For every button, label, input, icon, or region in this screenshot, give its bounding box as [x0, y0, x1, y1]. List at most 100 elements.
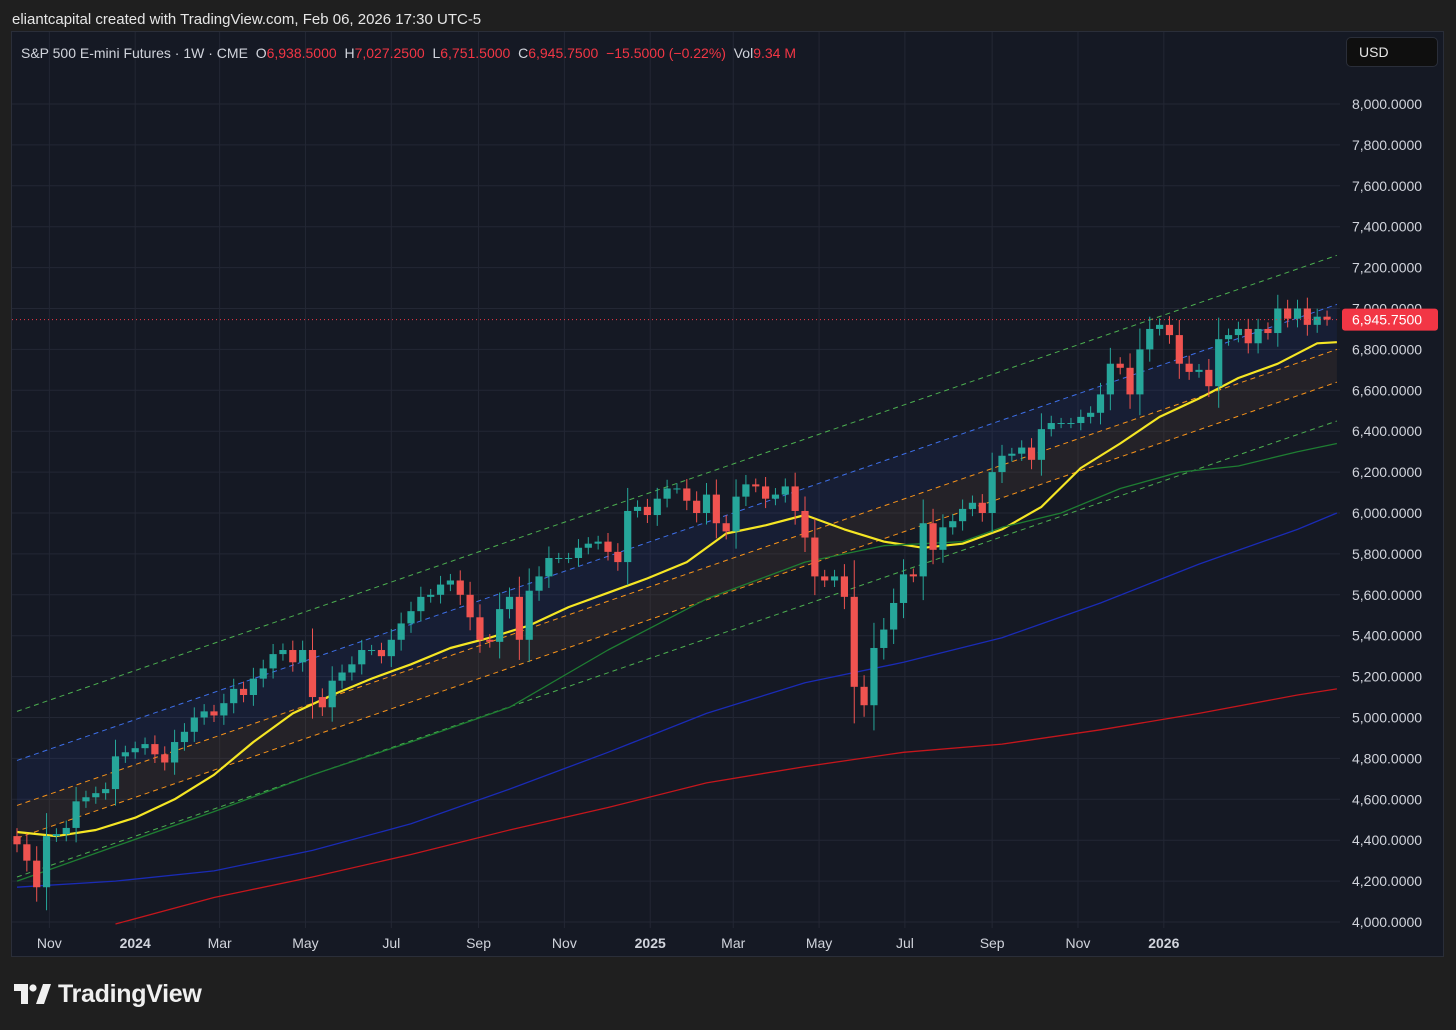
- candle-body: [1136, 349, 1144, 395]
- candle-body: [121, 752, 129, 757]
- candle: [525, 568, 533, 663]
- legend-low-value: 6,751.5000: [440, 45, 511, 61]
- candle-body: [909, 574, 917, 577]
- candle-body: [102, 789, 110, 794]
- candle-body: [1284, 308, 1292, 319]
- time-tick-label: Jul: [896, 935, 914, 951]
- candle: [939, 514, 947, 563]
- candle: [289, 640, 297, 672]
- candle: [811, 518, 819, 596]
- candle: [899, 559, 908, 619]
- candle-body: [1234, 328, 1242, 336]
- candle: [239, 681, 248, 703]
- currency-button[interactable]: USD: [1346, 37, 1438, 67]
- channel-line: [16, 381, 1338, 839]
- candle: [890, 588, 898, 644]
- legend-volume-label: Vol: [733, 45, 754, 61]
- candle: [1156, 318, 1164, 336]
- candle: [732, 479, 740, 549]
- candle-body: [161, 754, 169, 763]
- candle-body: [299, 650, 307, 663]
- candle-body: [683, 488, 691, 501]
- candle: [604, 532, 612, 561]
- candle: [781, 478, 789, 503]
- legend-low-label: L: [432, 45, 441, 61]
- candle-body: [604, 541, 612, 552]
- candle: [82, 790, 90, 808]
- candle: [653, 487, 661, 526]
- candle-body: [1057, 423, 1065, 425]
- candle-body: [456, 580, 464, 595]
- candle-body: [742, 484, 750, 497]
- channel-line: [16, 348, 1338, 806]
- candle: [52, 828, 60, 842]
- candle-body: [52, 834, 60, 837]
- candle-body: [919, 523, 927, 577]
- candle-body: [1205, 369, 1213, 387]
- tradingview-logo-icon: [14, 983, 51, 1004]
- candle-body: [82, 797, 90, 802]
- candle: [998, 444, 1006, 483]
- candle: [1037, 413, 1045, 476]
- price-tick-label: 7,200.0000: [1352, 260, 1422, 276]
- candle: [1106, 347, 1114, 411]
- price-tick-label: 7,800.0000: [1352, 137, 1422, 153]
- candle-body: [1077, 416, 1085, 424]
- candle-body: [279, 650, 287, 655]
- candle-body: [1047, 423, 1055, 430]
- tradingview-logo-text: TradingView: [58, 980, 202, 1008]
- candle-body: [712, 494, 720, 524]
- price-tick-label: 6,000.0000: [1352, 505, 1422, 521]
- candle-body: [249, 678, 257, 696]
- candle-body: [574, 547, 583, 558]
- candle-body: [811, 537, 819, 577]
- candle: [13, 828, 21, 853]
- candle-body: [1254, 328, 1262, 344]
- time-tick-label: Nov: [552, 935, 577, 951]
- candle-body: [830, 576, 839, 581]
- candle: [1136, 328, 1144, 416]
- candle-body: [397, 623, 405, 640]
- candle: [1047, 415, 1055, 437]
- candle: [23, 833, 31, 872]
- candle: [663, 479, 671, 508]
- candle: [988, 452, 996, 533]
- candle: [880, 618, 888, 660]
- candle-body: [1156, 324, 1164, 329]
- candle: [968, 495, 977, 517]
- candle: [722, 515, 730, 540]
- price-axis: 4,000.0000 4,200.0000 4,400.0000 4,600.0000…: [1342, 96, 1438, 930]
- time-tick-label: Mar: [721, 935, 745, 951]
- candle-body: [1037, 429, 1045, 460]
- price-tick-label: 6,400.0000: [1352, 423, 1422, 439]
- candle-body: [929, 523, 937, 550]
- time-tick-label: May: [806, 935, 832, 951]
- candle: [614, 543, 622, 571]
- candle: [230, 678, 238, 714]
- candle: [870, 622, 878, 731]
- candle: [949, 513, 957, 535]
- candle-body: [220, 703, 228, 716]
- candle-body: [1008, 453, 1016, 456]
- candle: [1195, 364, 1203, 378]
- candle: [220, 693, 228, 725]
- candle: [919, 499, 927, 601]
- last-price-tag-label: 6,945.7500: [1352, 312, 1422, 328]
- candle-body: [693, 500, 701, 513]
- candle: [1264, 322, 1272, 340]
- candle-body: [535, 576, 543, 591]
- legend-open-value: 6,938.5000: [266, 45, 337, 61]
- legend-high-label: H: [344, 45, 355, 61]
- channel-line: [16, 303, 1338, 761]
- legend-volume-value: 9.34 M: [753, 45, 797, 61]
- channel-line: [16, 420, 1338, 878]
- candle-body: [525, 590, 533, 640]
- candles: [13, 294, 1331, 911]
- candle: [269, 643, 277, 679]
- candle: [427, 588, 435, 603]
- candle-body: [1027, 447, 1036, 460]
- candle: [1126, 353, 1134, 409]
- candle: [909, 568, 917, 583]
- candle-body: [545, 557, 553, 577]
